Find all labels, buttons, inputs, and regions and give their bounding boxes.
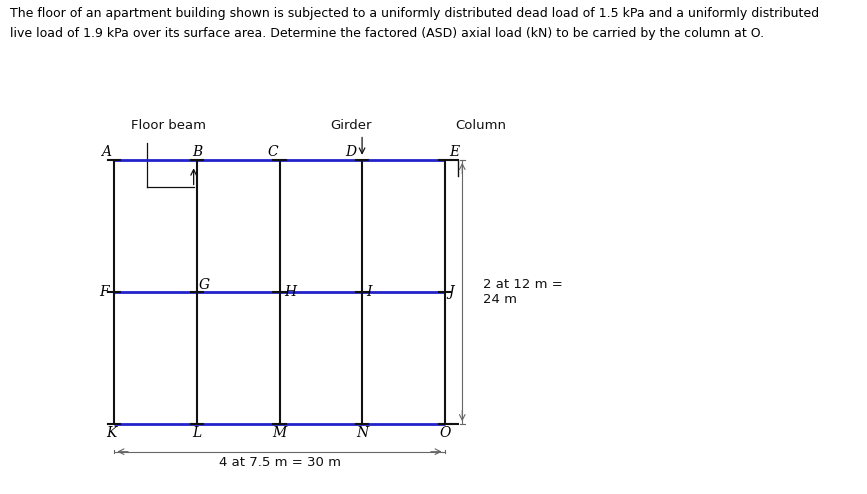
Text: C: C <box>268 145 278 159</box>
Text: B: B <box>192 145 202 159</box>
Text: M: M <box>272 426 287 440</box>
Text: D: D <box>346 145 356 159</box>
Text: Girder: Girder <box>330 120 372 132</box>
Text: I: I <box>367 285 372 299</box>
Text: 2 at 12 m =
24 m: 2 at 12 m = 24 m <box>483 278 563 306</box>
Text: H: H <box>284 285 296 299</box>
Text: live load of 1.9 kPa over its surface area. Determine the factored (ASD) axial l: live load of 1.9 kPa over its surface ar… <box>10 27 765 40</box>
Text: J: J <box>448 285 453 299</box>
Text: G: G <box>199 278 211 292</box>
Text: Column: Column <box>456 120 506 132</box>
Text: K: K <box>106 426 116 440</box>
Text: L: L <box>192 426 201 440</box>
Text: 4 at 7.5 m = 30 m: 4 at 7.5 m = 30 m <box>218 456 341 469</box>
Text: A: A <box>101 145 111 159</box>
Text: The floor of an apartment building shown is subjected to a uniformly distributed: The floor of an apartment building shown… <box>10 7 819 20</box>
Text: F: F <box>99 285 109 299</box>
Text: E: E <box>449 145 460 159</box>
Text: O: O <box>439 426 450 440</box>
Text: N: N <box>356 426 368 440</box>
Text: Floor beam: Floor beam <box>131 120 205 132</box>
